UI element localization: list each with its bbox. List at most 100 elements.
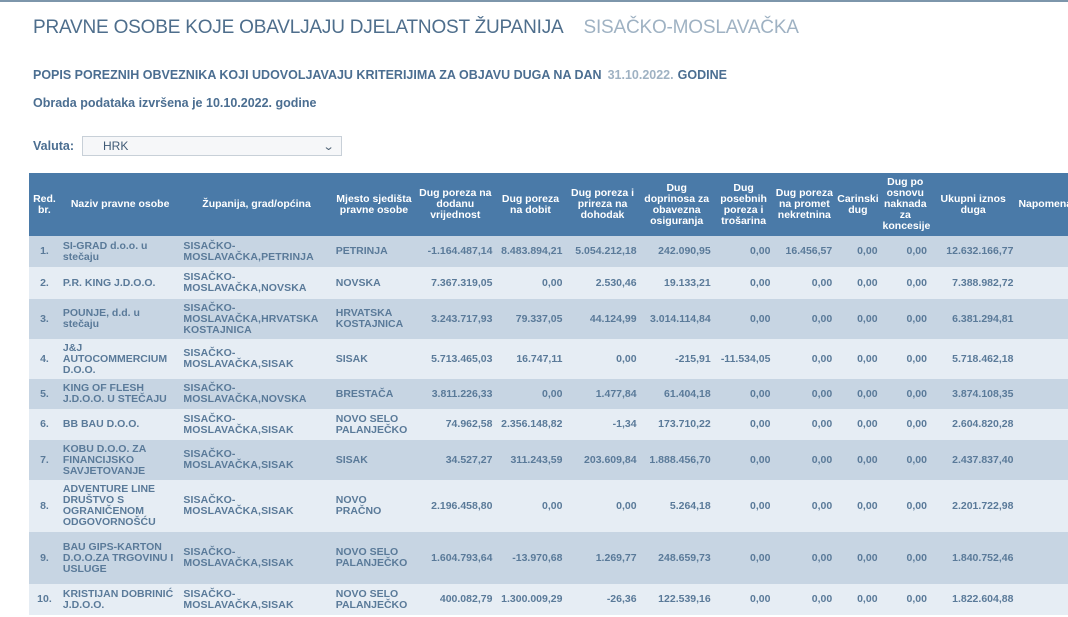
cell-rb: 6. bbox=[29, 409, 60, 440]
cell-napomena bbox=[1016, 299, 1068, 339]
col-header-pdv[interactable]: Dug poreza na dodanu vrijednost bbox=[415, 173, 496, 236]
cell-koncesije: 0,00 bbox=[880, 236, 930, 267]
cell-dobit: 0,00 bbox=[495, 480, 566, 532]
col-header-rb[interactable]: Red. br. bbox=[29, 173, 60, 236]
col-header-zupanija[interactable]: Županija, grad/općina bbox=[180, 173, 333, 236]
cell-promet: 0,00 bbox=[773, 267, 836, 299]
table-row: 8. ADVENTURE LINE DRUŠTVO S OGRANIČENOM … bbox=[29, 480, 1068, 532]
cell-promet: 0,00 bbox=[773, 409, 836, 440]
currency-selector-row: Valuta: HRK ⌄ bbox=[33, 136, 342, 156]
cell-ukupno: 12.632.166,77 bbox=[929, 236, 1017, 267]
table-row: 9. BAU GIPS-KARTON D.O.O.ZA TRGOVINU I U… bbox=[29, 532, 1068, 584]
cell-naziv: KOBU D.O.O. ZA FINANCIJSKO SAVJETOVANJE bbox=[59, 440, 181, 480]
region-name: SISAČKO-MOSLAVAČKA bbox=[583, 17, 799, 38]
cell-zupanija: SISAČKO-MOSLAVAČKA,SISAK bbox=[180, 584, 333, 615]
col-header-koncesije[interactable]: Dug po osnovu naknada za koncesije bbox=[880, 173, 930, 236]
cell-mjesto: PETRINJA bbox=[332, 236, 416, 267]
col-header-doprinosi[interactable]: Dug doprinosa za obavezna osiguranja bbox=[639, 173, 714, 236]
cell-posebni: 0,00 bbox=[713, 532, 774, 584]
cell-dohodak: 44.124,99 bbox=[565, 299, 640, 339]
cell-posebni: -11.534,05 bbox=[713, 339, 774, 379]
cell-zupanija: SISAČKO-MOSLAVAČKA,NOVSKA bbox=[180, 379, 333, 409]
cell-promet: 0,00 bbox=[773, 339, 836, 379]
currency-select[interactable]: HRK ⌄ bbox=[82, 136, 342, 156]
cell-koncesije: 0,00 bbox=[880, 267, 930, 299]
col-header-ukupno[interactable]: Ukupni iznos duga bbox=[929, 173, 1017, 236]
top-border bbox=[0, 0, 1068, 2]
cell-rb: 4. bbox=[29, 339, 60, 379]
cell-napomena bbox=[1016, 267, 1068, 299]
cell-dobit: 1.300.009,29 bbox=[495, 584, 566, 615]
cell-dobit: 0,00 bbox=[495, 379, 566, 409]
table-header-row: Red. br. Naziv pravne osobe Županija, gr… bbox=[29, 173, 1068, 236]
col-header-dobit[interactable]: Dug poreza na dobit bbox=[495, 173, 566, 236]
cell-dobit: 79.337,05 bbox=[495, 299, 566, 339]
cell-koncesije: 0,00 bbox=[880, 409, 930, 440]
cell-carinski: 0,00 bbox=[835, 409, 881, 440]
cell-dohodak: 2.530,46 bbox=[565, 267, 640, 299]
cell-dohodak: 1.477,84 bbox=[565, 379, 640, 409]
debtors-table: Red. br. Naziv pravne osobe Županija, gr… bbox=[29, 173, 1068, 615]
cell-rb: 8. bbox=[29, 480, 60, 532]
table-row: 6. BB BAU D.O.O. SISAČKO-MOSLAVAČKA,SISA… bbox=[29, 409, 1068, 440]
col-header-napomena[interactable]: Napomena bbox=[1016, 173, 1068, 236]
subtitle-date: 31.10.2022. bbox=[607, 68, 674, 82]
cell-koncesije: 0,00 bbox=[880, 480, 930, 532]
cell-doprinosi: 19.133,21 bbox=[639, 267, 714, 299]
cell-mjesto: HRVATSKA KOSTAJNICA bbox=[332, 299, 416, 339]
cell-rb: 5. bbox=[29, 379, 60, 409]
cell-mjesto: NOVO PRAČNO bbox=[332, 480, 416, 532]
cell-zupanija: SISAČKO-MOSLAVAČKA,NOVSKA bbox=[180, 267, 333, 299]
col-header-naziv[interactable]: Naziv pravne osobe bbox=[59, 173, 181, 236]
cell-dobit: 0,00 bbox=[495, 267, 566, 299]
subtitle-suffix: GODINE bbox=[677, 68, 727, 82]
cell-napomena bbox=[1016, 440, 1068, 480]
cell-rb: 3. bbox=[29, 299, 60, 339]
cell-carinski: 0,00 bbox=[835, 480, 881, 532]
cell-promet: 0,00 bbox=[773, 532, 836, 584]
cell-zupanija: SISAČKO-MOSLAVAČKA,SISAK bbox=[180, 532, 333, 584]
cell-naziv: ADVENTURE LINE DRUŠTVO S OGRANIČENOM ODG… bbox=[59, 480, 181, 532]
cell-naziv: KRISTIJAN DOBRINIĆ J.D.O.O. bbox=[59, 584, 181, 615]
cell-pdv: -1.164.487,14 bbox=[415, 236, 496, 267]
table-row: 2. P.R. KING J.D.O.O. SISAČKO-MOSLAVAČKA… bbox=[29, 267, 1068, 299]
cell-carinski: 0,00 bbox=[835, 532, 881, 584]
cell-doprinosi: 173.710,22 bbox=[639, 409, 714, 440]
cell-zupanija: SISAČKO-MOSLAVAČKA,SISAK bbox=[180, 409, 333, 440]
col-header-promet[interactable]: Dug poreza na promet nekretnina bbox=[773, 173, 836, 236]
cell-naziv: P.R. KING J.D.O.O. bbox=[59, 267, 181, 299]
cell-pdv: 400.082,79 bbox=[415, 584, 496, 615]
cell-carinski: 0,00 bbox=[835, 299, 881, 339]
col-header-carinski[interactable]: Carinski dug bbox=[835, 173, 881, 236]
cell-napomena bbox=[1016, 532, 1068, 584]
cell-doprinosi: 248.659,73 bbox=[639, 532, 714, 584]
cell-ukupno: 6.381.294,81 bbox=[929, 299, 1017, 339]
cell-carinski: 0,00 bbox=[835, 584, 881, 615]
table-row: 7. KOBU D.O.O. ZA FINANCIJSKO SAVJETOVAN… bbox=[29, 440, 1068, 480]
cell-koncesije: 0,00 bbox=[880, 584, 930, 615]
processing-date-note: Obrada podataka izvršena je 10.10.2022. … bbox=[33, 96, 317, 110]
cell-doprinosi: 1.888.456,70 bbox=[639, 440, 714, 480]
cell-ukupno: 1.840.752,46 bbox=[929, 532, 1017, 584]
col-header-dohodak[interactable]: Dug poreza i prireza na dohodak bbox=[565, 173, 640, 236]
cell-posebni: 0,00 bbox=[713, 267, 774, 299]
cell-ukupno: 3.874.108,35 bbox=[929, 379, 1017, 409]
col-header-posebni[interactable]: Dug posebnih poreza i trošarina bbox=[713, 173, 774, 236]
cell-koncesije: 0,00 bbox=[880, 299, 930, 339]
cell-napomena bbox=[1016, 379, 1068, 409]
cell-dobit: 311.243,59 bbox=[495, 440, 566, 480]
cell-pdv: 1.604.793,64 bbox=[415, 532, 496, 584]
col-header-mjesto[interactable]: Mjesto sjedišta pravne osobe bbox=[332, 173, 416, 236]
list-subtitle: POPIS POREZNIH OBVEZNIKA KOJI UDOVOLJAVA… bbox=[33, 68, 727, 82]
cell-posebni: 0,00 bbox=[713, 440, 774, 480]
cell-napomena bbox=[1016, 584, 1068, 615]
cell-carinski: 0,00 bbox=[835, 339, 881, 379]
page-title-text: PRAVNE OSOBE KOJE OBAVLJAJU DJELATNOST Ž… bbox=[33, 17, 564, 38]
cell-promet: 16.456,57 bbox=[773, 236, 836, 267]
cell-koncesije: 0,00 bbox=[880, 440, 930, 480]
cell-pdv: 34.527,27 bbox=[415, 440, 496, 480]
cell-carinski: 0,00 bbox=[835, 267, 881, 299]
cell-napomena bbox=[1016, 409, 1068, 440]
cell-naziv: KING OF FLESH J.D.O.O. U STEČAJU bbox=[59, 379, 181, 409]
cell-rb: 9. bbox=[29, 532, 60, 584]
